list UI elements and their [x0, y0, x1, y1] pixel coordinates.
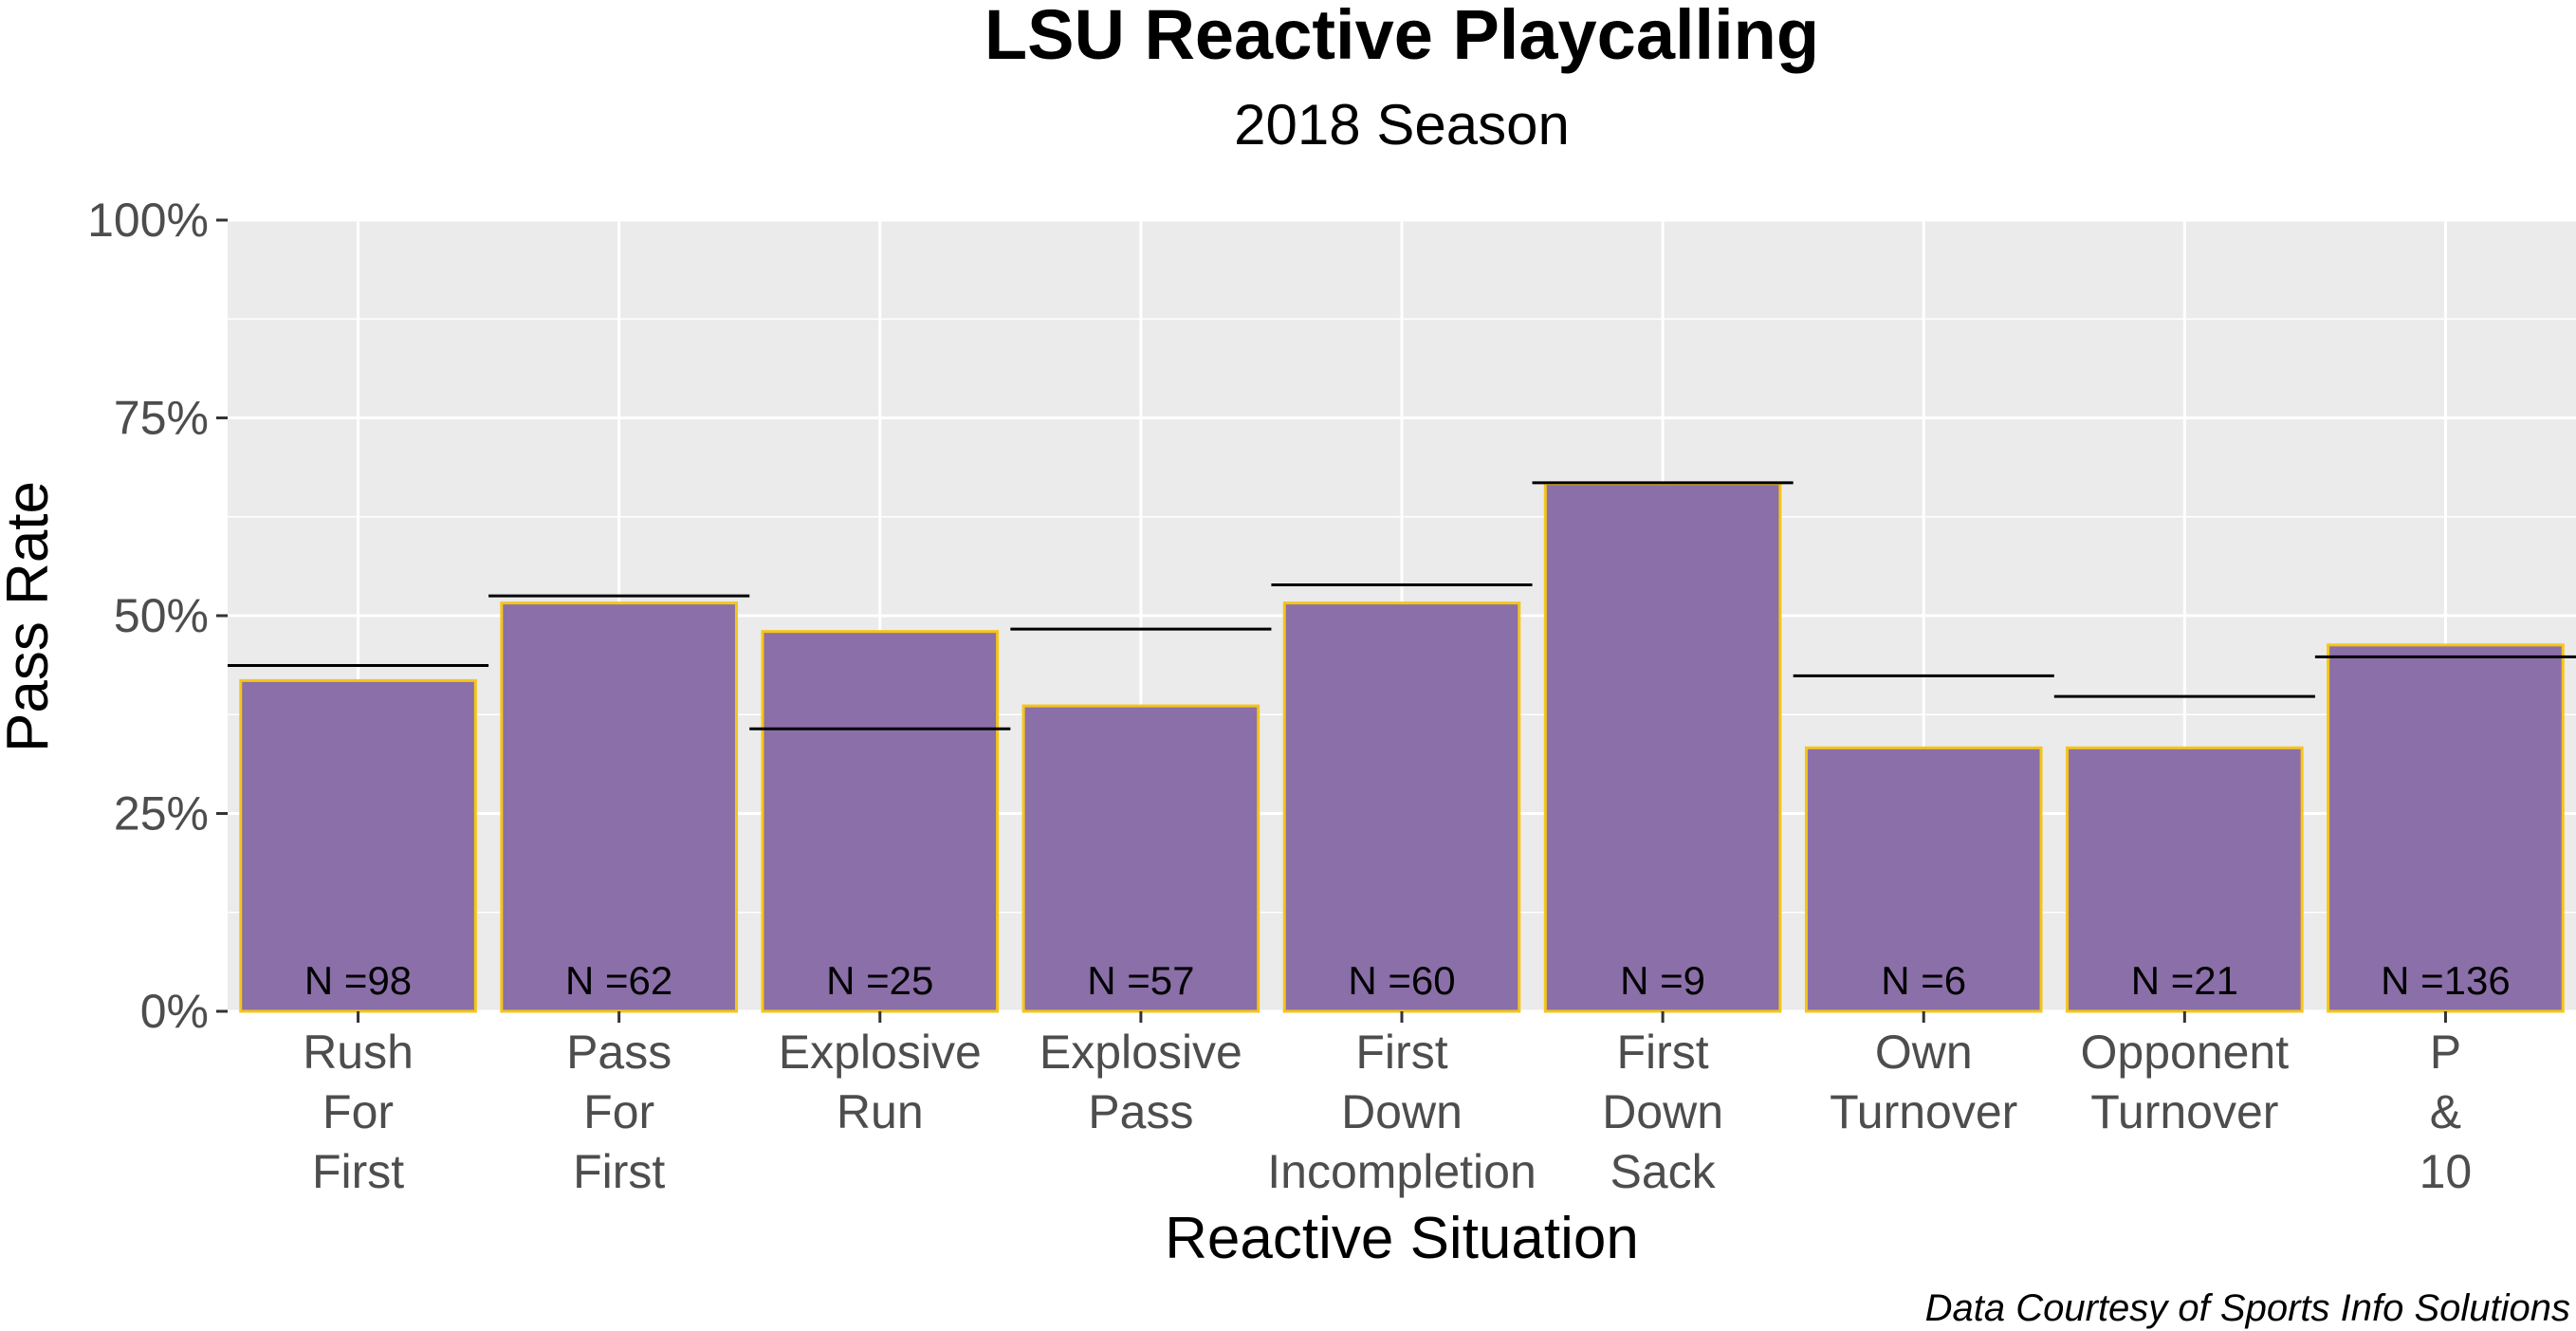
- bar: [1804, 746, 2043, 1013]
- y-tick-label: 25%: [114, 787, 209, 841]
- bar: [1282, 601, 1521, 1013]
- n-label: N =57: [1087, 958, 1194, 1003]
- n-label: N =9: [1620, 958, 1705, 1003]
- bar: [1021, 704, 1260, 1013]
- y-tick-label: 50%: [114, 589, 209, 642]
- n-label: N =98: [304, 958, 412, 1003]
- x-tick-label: First Down Sack: [1602, 1026, 1723, 1198]
- x-tick-label: P & 10: [2420, 1026, 2473, 1198]
- y-axis-title: Pass Rate: [0, 481, 61, 752]
- bars: [239, 482, 2565, 1013]
- chart-title: LSU Reactive Playcalling: [984, 0, 1819, 74]
- x-tick-label: Rush For First: [303, 1026, 414, 1198]
- bar: [500, 601, 738, 1013]
- chart-caption: Data Courtesy of Sports Info Solutions: [1925, 1287, 2570, 1329]
- n-label: N =21: [2131, 958, 2238, 1003]
- reference-lines: [228, 481, 2576, 730]
- x-axis-title: Reactive Situation: [1165, 1206, 1639, 1271]
- bar: [2066, 746, 2304, 1013]
- bar: [761, 630, 1000, 1013]
- x-tick-label: Opponent Turnover: [2081, 1026, 2290, 1138]
- bar: [239, 678, 477, 1013]
- n-label: N =62: [565, 958, 672, 1003]
- y-axis: 0% 25% 50% 75% 100%: [87, 194, 228, 1038]
- chart-subtitle: 2018 Season: [1234, 93, 1570, 157]
- n-label: N =6: [1881, 958, 1966, 1003]
- y-tick-label: 75%: [114, 392, 209, 445]
- n-label: N =136: [2381, 958, 2511, 1003]
- x-tick-label: Explosive Pass: [1040, 1026, 1242, 1138]
- x-tick-label: Own Turnover: [1830, 1026, 2017, 1138]
- x-axis: Rush For First Pass For First Explosive Run Expl…: [303, 1011, 2472, 1198]
- n-label: N =25: [826, 958, 933, 1003]
- bar: [2327, 643, 2565, 1013]
- n-labels: N =98 N =62 N =25 N =57 N =60 N =9 N =6 N =21 N …: [304, 958, 2511, 1003]
- x-tick-label: Pass For First: [566, 1026, 672, 1198]
- n-label: N =60: [1348, 958, 1455, 1003]
- y-tick-label: 100%: [87, 194, 209, 247]
- x-tick-label: Explosive Run: [779, 1026, 982, 1138]
- bar: [1543, 482, 1782, 1013]
- y-tick-label: 0%: [140, 985, 209, 1038]
- x-tick-label: First Down Incompletion: [1267, 1026, 1536, 1198]
